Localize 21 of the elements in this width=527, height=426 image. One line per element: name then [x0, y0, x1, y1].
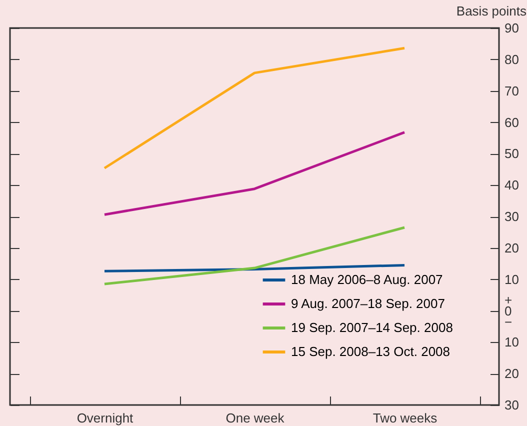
y-tick-label: 60: [504, 114, 519, 130]
y-tick-label: 10: [504, 334, 519, 350]
y-tick-label: 20: [504, 240, 519, 256]
y-tick-label: 70: [504, 83, 519, 98]
y-tick-label: 10: [504, 272, 519, 287]
x-tick-label: Two weeks: [372, 410, 438, 426]
y-axis-title: Basis points: [456, 4, 527, 18]
y-tick-label: 40: [504, 178, 519, 193]
y-tick-label: 30: [504, 209, 519, 224]
y-tick-label: 30: [504, 398, 519, 412]
y-tick-label: 50: [504, 146, 519, 162]
legend-label: 9 Aug. 2007–18 Sep. 2007: [291, 296, 445, 311]
y-tick-label: 90: [504, 20, 519, 36]
legend-label: 18 May 2006–8 Aug. 2007: [291, 272, 443, 287]
y-tick-label: + 0 −: [504, 292, 512, 330]
x-tick-label: Overnight: [76, 410, 134, 426]
y-tick-label: 20: [504, 366, 519, 382]
y-tick-label: 80: [504, 52, 519, 67]
legend-label: 19 Sep. 2007–14 Sep. 2008: [291, 320, 453, 335]
legend-label: 15 Sep. 2008–13 Oct. 2008: [291, 344, 450, 359]
x-tick-label: One week: [226, 410, 285, 426]
